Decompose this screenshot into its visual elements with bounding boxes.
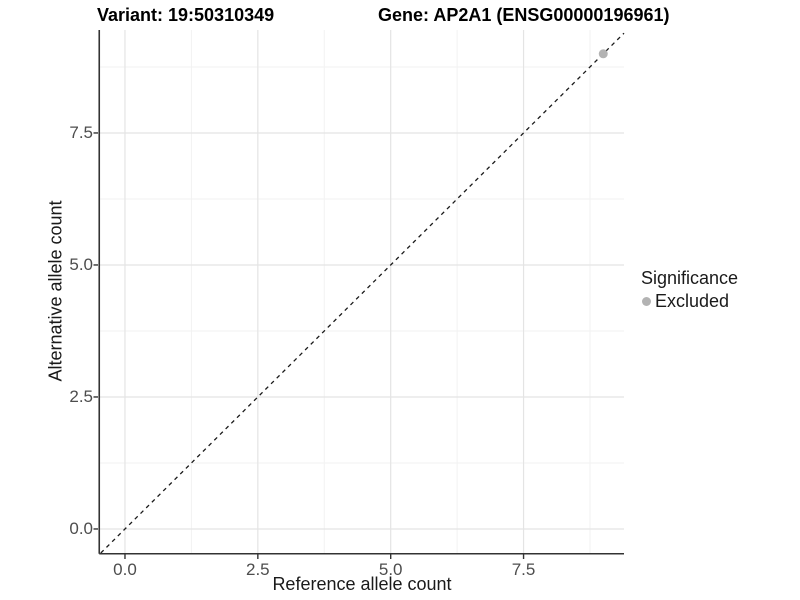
y-tick-label: 5.0 — [69, 254, 93, 274]
y-tick-label: 7.5 — [69, 122, 93, 142]
x-axis-title: Reference allele count — [272, 574, 452, 594]
plot-title-variant: Variant: 19:50310349 — [97, 5, 275, 25]
data-point-excluded — [598, 49, 608, 59]
y-tick-label: 2.5 — [69, 386, 93, 406]
y-axis-title: Alternative allele count — [45, 200, 66, 382]
legend: Significance Excluded — [641, 268, 738, 312]
legend-item-excluded: Excluded — [641, 291, 738, 312]
x-tick-label: 2.5 — [246, 560, 270, 579]
x-tick-label: 5.0 — [378, 560, 403, 579]
legend-item-label: Excluded — [655, 291, 730, 311]
excluded-point-swatch-icon — [642, 297, 651, 306]
identity-reference-line — [100, 32, 625, 554]
y-tick-label: 0.0 — [69, 518, 93, 538]
legend-title: Significance — [641, 268, 739, 288]
plot-title-gene: Gene: AP2A1 (ENSG00000196961) — [378, 5, 670, 25]
x-tick-label: 7.5 — [511, 560, 536, 579]
x-tick-label: 0.0 — [113, 560, 137, 579]
